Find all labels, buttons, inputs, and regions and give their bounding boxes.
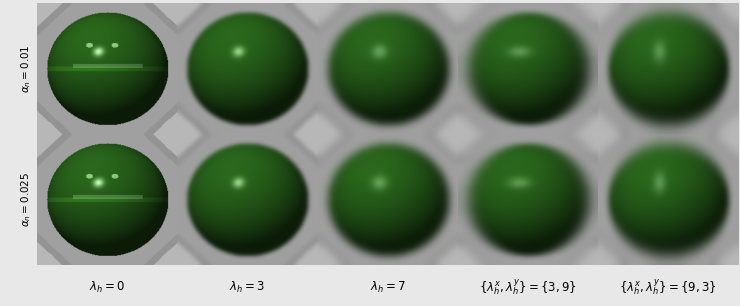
Text: $\lambda_h = 0$: $\lambda_h = 0$	[89, 280, 125, 295]
Text: $\alpha_n = 0.025$: $\alpha_n = 0.025$	[19, 172, 33, 227]
Text: $\lambda_h = 7$: $\lambda_h = 7$	[370, 280, 406, 295]
Text: $\lambda_h = 3$: $\lambda_h = 3$	[229, 280, 266, 295]
Text: $\{\lambda_h^x, \lambda_h^y\} = \{9, 3\}$: $\{\lambda_h^x, \lambda_h^y\} = \{9, 3\}…	[619, 278, 717, 297]
Text: $\alpha_n = 0.01$: $\alpha_n = 0.01$	[19, 44, 33, 93]
Text: $\{\lambda_h^x, \lambda_h^y\} = \{3, 9\}$: $\{\lambda_h^x, \lambda_h^y\} = \{3, 9\}…	[480, 278, 576, 297]
